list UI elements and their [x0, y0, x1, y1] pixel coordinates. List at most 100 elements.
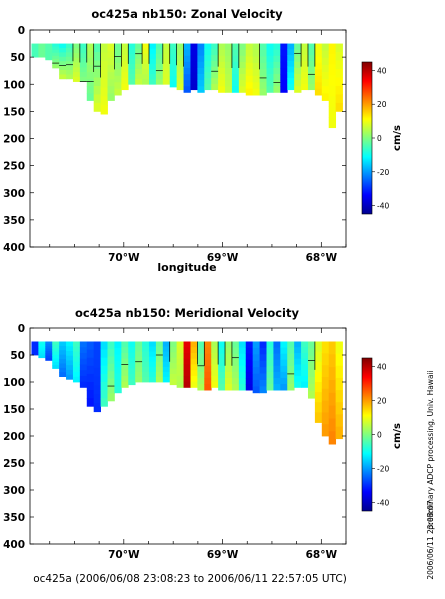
y-tick-label: 100 [3, 79, 25, 91]
heatmap-cell [204, 72, 212, 79]
heatmap-cell [183, 381, 191, 388]
heatmap-cell [197, 384, 205, 391]
heatmap-cell [72, 351, 81, 358]
heatmap-cell [273, 61, 281, 69]
heatmap-cell [218, 377, 226, 385]
heatmap-cell [238, 353, 247, 361]
heatmap-cell [155, 58, 164, 65]
heatmap-cell [66, 61, 74, 66]
heatmap-cell [31, 55, 39, 58]
heatmap-cell [225, 341, 233, 348]
heatmap-cell [176, 43, 184, 50]
heatmap-cell [328, 117, 337, 129]
heatmap-cell [72, 366, 81, 373]
heatmap-cell [328, 96, 337, 108]
heatmap-cell [142, 79, 150, 85]
heatmap-cell [259, 75, 267, 83]
heatmap-cell [128, 357, 136, 364]
heatmap-cell [31, 45, 39, 48]
heatmap-cell [335, 102, 343, 112]
heatmap-cell [252, 75, 260, 83]
heatmap-cell [135, 346, 143, 353]
heatmap-cell [52, 358, 60, 363]
heatmap-cell [218, 86, 226, 93]
heatmap-cell [335, 353, 343, 367]
heatmap-cell [225, 347, 233, 355]
heatmap-cell [211, 72, 219, 79]
heatmap-cell [225, 353, 233, 361]
heatmap-cell [259, 341, 267, 349]
heatmap-cell [238, 49, 247, 57]
heatmap-cell [287, 49, 295, 56]
heatmap-cell [114, 379, 122, 387]
heatmap-cell [231, 86, 240, 93]
heatmap-cell [266, 43, 274, 51]
heatmap-cell [225, 67, 233, 75]
heatmap-cell [79, 381, 88, 388]
y-tick-label: 100 [3, 377, 25, 389]
heatmap-cell [328, 431, 337, 445]
heatmap-cell [162, 351, 171, 358]
heatmap-cell [273, 49, 281, 57]
heatmap-cell [114, 386, 122, 394]
heatmap-cell [155, 346, 164, 353]
heatmap-cell [301, 347, 309, 354]
heatmap-cell [280, 61, 288, 69]
heatmap-cell [79, 62, 88, 68]
heatmap-cell [86, 64, 95, 73]
heatmap-cell [135, 63, 143, 70]
heatmap-cell [59, 70, 67, 75]
heatmap-cell [155, 351, 164, 358]
heatmap-cell [314, 341, 323, 353]
heatmap-cell [335, 414, 343, 427]
heatmap-cell [307, 384, 316, 392]
heatmap-cell [135, 43, 143, 50]
heatmap-cell [66, 47, 74, 53]
heatmap-cell [245, 371, 254, 379]
heatmap-cell [66, 346, 74, 352]
heatmap-cell [183, 341, 191, 348]
heatmap-cell [162, 68, 171, 75]
heatmap-cell [38, 50, 46, 53]
heatmap-cell [301, 66, 309, 73]
heatmap-cell [52, 43, 60, 48]
heatmap-cell [93, 402, 101, 413]
heatmap-cell [93, 367, 101, 377]
heatmap-cell [31, 343, 39, 346]
heatmap-cell [142, 346, 150, 353]
heatmap-cell [204, 49, 212, 56]
heatmap-cell [259, 347, 267, 355]
heatmap-cell [245, 377, 254, 385]
heatmap-cell [135, 341, 143, 347]
heatmap-cell [38, 45, 46, 48]
heatmap-cell [148, 53, 157, 60]
heatmap-cell [294, 381, 302, 388]
heatmap-cell [280, 67, 288, 75]
heatmap-cell [190, 358, 198, 365]
heatmap-cell [314, 392, 323, 403]
heatmap-cell [328, 341, 337, 355]
heatmap-cell [59, 372, 67, 377]
heatmap-cell [231, 67, 240, 75]
heatmap-cell [335, 426, 343, 440]
heatmap-cell [107, 371, 115, 380]
x-tick-label: 70°W [108, 252, 140, 264]
heatmap-cell [31, 341, 39, 344]
heatmap-cell [100, 382, 108, 391]
heatmap-cell [59, 61, 67, 66]
heatmap-cell [79, 352, 88, 360]
heatmap-cell [121, 375, 129, 383]
heatmap-cell [280, 359, 288, 367]
heatmap-cell [328, 418, 337, 432]
heatmap-cell [294, 375, 302, 383]
heatmap-cell [238, 74, 247, 81]
heatmap-cell [100, 398, 108, 407]
heatmap-cell [100, 70, 108, 80]
heatmap-cell [301, 72, 309, 79]
heatmap-cell [169, 346, 178, 353]
heatmap-cell [45, 343, 53, 347]
heatmap-cell [252, 379, 260, 387]
heatmap-cell [197, 55, 205, 63]
heatmap-cell [301, 352, 309, 360]
y-axis: 0 50 100 150 200 250 300 350 400 [3, 323, 346, 551]
